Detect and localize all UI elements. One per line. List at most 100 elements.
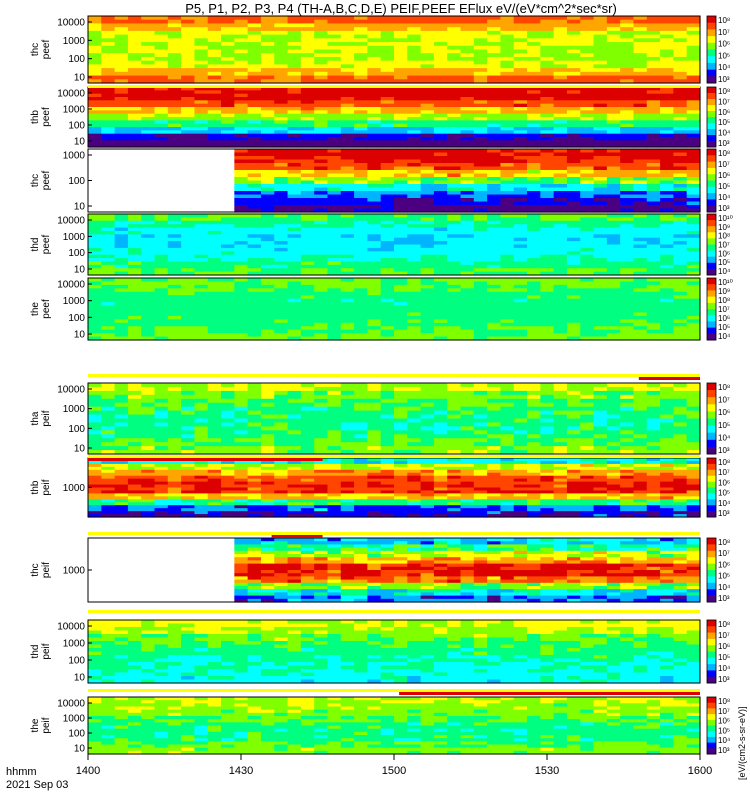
- spectrogram-cell: [287, 198, 302, 203]
- spectrogram-cell: [420, 281, 435, 286]
- spectrogram-cell: [447, 426, 462, 431]
- spectrogram-cell: [114, 16, 129, 21]
- spectrogram-cell: [88, 383, 102, 388]
- spectrogram-cell: [646, 198, 661, 203]
- spectrogram-cell: [367, 309, 382, 314]
- spectrogram-cell: [300, 241, 315, 246]
- spectrogram-cell: [500, 166, 515, 171]
- spectrogram-cell: [540, 261, 555, 266]
- spectrogram-cell: [646, 302, 661, 307]
- spectrogram-cell: [207, 87, 222, 91]
- spectrogram-cell: [433, 64, 448, 69]
- spectrogram-cell: [327, 386, 342, 392]
- spectrogram-cell: [207, 60, 222, 65]
- spectrogram-cell: [234, 322, 249, 327]
- colorbar-segment: [707, 322, 716, 325]
- spectrogram-cell: [314, 224, 329, 229]
- spectrogram-cell: [367, 305, 382, 310]
- spectrogram-cell: [247, 220, 262, 225]
- spectrogram-cell: [566, 97, 581, 101]
- spectrogram-cell: [606, 127, 621, 131]
- spectrogram-cell: [527, 217, 541, 222]
- spectrogram-cell: [380, 64, 395, 69]
- spectrogram-cell: [500, 143, 515, 148]
- spectrogram-cell: [367, 386, 382, 392]
- spectrogram-cell: [234, 414, 249, 420]
- spectrogram-cell: [340, 237, 355, 242]
- colorbar-segment: [707, 267, 716, 270]
- spectrogram-cell: [88, 60, 102, 65]
- spectrogram-cell: [154, 422, 169, 427]
- spectrogram-cell: [194, 75, 209, 80]
- spectrogram-cell: [141, 30, 156, 36]
- spectrogram-cell: [101, 180, 116, 185]
- spectrogram-cell: [141, 201, 156, 206]
- spectrogram-cell: [407, 177, 422, 182]
- spectrogram-cell: [606, 268, 621, 273]
- spectrogram-cell: [420, 386, 435, 392]
- spectrogram-cell: [673, 241, 688, 246]
- spectrogram-cell: [513, 208, 528, 213]
- spectrogram-cell: [141, 309, 156, 314]
- spectrogram-cell: [500, 234, 515, 239]
- colorbar-segment: [707, 327, 716, 330]
- spectrogram-cell: [527, 19, 541, 25]
- spectrogram-cell: [88, 288, 102, 293]
- spectrogram-cell: [433, 156, 448, 161]
- spectrogram-cell: [300, 110, 315, 115]
- spectrogram-cell: [473, 258, 488, 263]
- spectrogram-cell: [181, 414, 196, 420]
- spectrogram-cell: [181, 261, 196, 266]
- spectrogram-cell: [606, 201, 621, 206]
- spectrogram-cell: [260, 68, 275, 73]
- spectrogram-cell: [513, 191, 528, 196]
- spectrogram-cell: [314, 418, 329, 424]
- spectrogram-cell: [327, 23, 342, 28]
- spectrogram-cell: [566, 247, 581, 252]
- spectrogram-cell: [340, 418, 355, 424]
- spectrogram-cell: [394, 410, 408, 416]
- colorbar-segment: [707, 66, 716, 69]
- spectrogram-cell: [433, 201, 448, 206]
- spectrogram-cell: [407, 110, 422, 115]
- spectrogram-cell: [327, 288, 342, 293]
- spectrogram-cell: [300, 312, 315, 317]
- spectrogram-cell: [127, 19, 142, 25]
- spectrogram-cell: [141, 295, 156, 300]
- spectrogram-cell: [566, 214, 581, 218]
- spectrogram-cell: [420, 100, 435, 105]
- spectrogram-cell: [314, 426, 329, 431]
- spectrogram-cell: [167, 305, 182, 310]
- spectrogram-cell: [314, 60, 329, 65]
- spectrogram-cell: [300, 220, 315, 225]
- spectrogram-cell: [420, 149, 435, 154]
- spectrogram-cell: [354, 220, 368, 225]
- spectrogram-cell: [340, 402, 355, 408]
- spectrogram-cell: [234, 177, 249, 182]
- spectrogram-cell: [673, 130, 688, 135]
- spectrogram-cell: [487, 170, 502, 175]
- spectrogram-cell: [88, 298, 102, 303]
- spectrogram-cell: [367, 422, 382, 427]
- spectrogram-cell: [88, 16, 102, 21]
- spectrogram-cell: [260, 137, 275, 141]
- spectrogram-cell: [354, 224, 368, 229]
- spectrogram-cell: [88, 143, 102, 148]
- colorbar-segment: [707, 132, 716, 134]
- spectrogram-cell: [420, 19, 435, 25]
- spectrogram-cell: [500, 71, 515, 77]
- spectrogram-cell: [686, 117, 701, 121]
- colorbar-segment: [707, 67, 716, 71]
- spectrogram-cell: [114, 302, 129, 307]
- spectrogram-cell: [181, 90, 196, 95]
- spectrogram-cell: [340, 123, 355, 128]
- spectrogram-cell: [540, 298, 555, 303]
- spectrogram-cell: [447, 34, 462, 39]
- spectrogram-cell: [473, 298, 488, 303]
- spectrogram-cell: [447, 322, 462, 327]
- spectrogram-cell: [260, 127, 275, 131]
- spectrogram-cell: [181, 305, 196, 310]
- spectrogram-cell: [314, 45, 329, 51]
- spectrogram-cell: [473, 16, 488, 21]
- spectrogram-cell: [114, 198, 129, 203]
